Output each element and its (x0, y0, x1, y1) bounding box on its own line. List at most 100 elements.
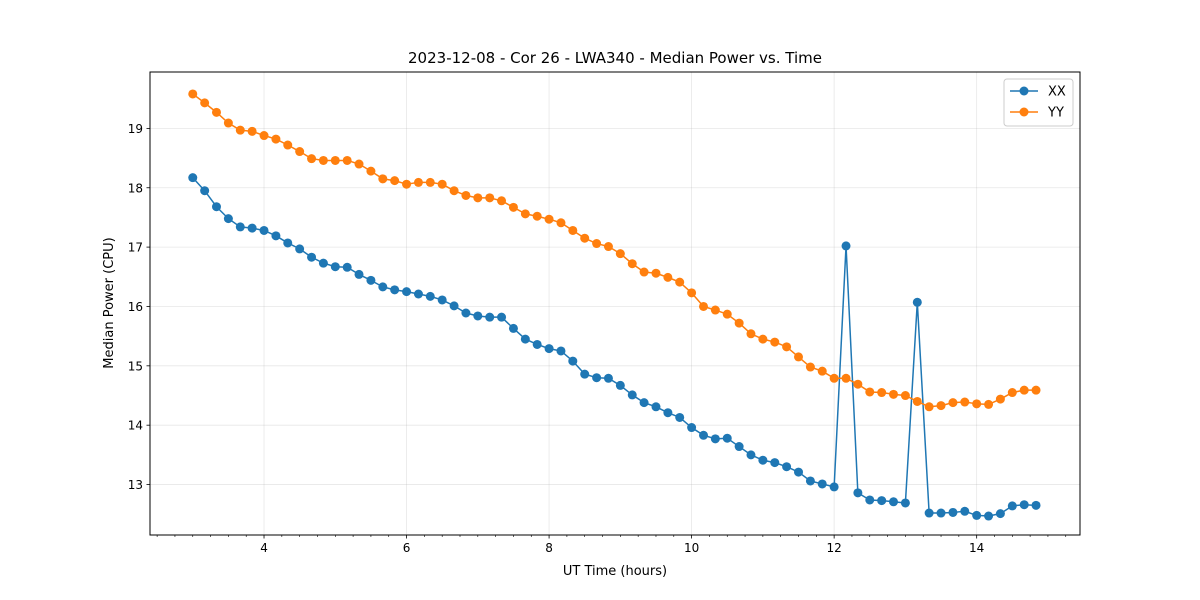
data-point-xx (390, 285, 400, 295)
data-point-xx (948, 507, 958, 517)
data-point-xx (746, 450, 756, 460)
data-point-xx (449, 301, 459, 311)
data-point-yy (390, 176, 400, 186)
data-point-yy (592, 239, 602, 249)
series-xx (188, 173, 1041, 521)
data-point-yy (449, 186, 459, 196)
data-point-yy (889, 389, 898, 399)
data-point-yy (603, 242, 613, 252)
y-tick-label: 19 (128, 122, 143, 136)
data-point-yy (948, 398, 958, 408)
data-point-xx (699, 430, 709, 440)
data-point-yy (295, 147, 305, 157)
data-point-xx (211, 202, 221, 212)
data-point-yy (615, 249, 625, 259)
data-point-xx (1031, 500, 1041, 510)
data-point-yy (437, 179, 447, 189)
data-point-yy (924, 402, 934, 412)
data-point-yy (675, 277, 685, 287)
data-point-xx (283, 238, 293, 248)
data-point-xx (1007, 501, 1017, 511)
y-tick-label: 15 (128, 359, 143, 373)
legend-item-yy: YY (1010, 106, 1064, 121)
data-point-xx (413, 289, 423, 299)
data-point-xx (295, 244, 305, 254)
data-point-xx (794, 467, 804, 477)
data-point-xx (865, 495, 875, 505)
data-point-xx (342, 262, 352, 272)
data-point-xx (580, 369, 590, 379)
data-point-yy (259, 131, 269, 141)
legend-label: XX (1048, 85, 1066, 100)
plot-frame (149, 71, 1081, 536)
data-point-yy (461, 190, 471, 200)
data-point-yy (223, 118, 233, 128)
data-point-yy (817, 366, 827, 376)
chart-title: 2023-12-08 - Cor 26 - LWA340 - Median Po… (408, 49, 822, 67)
data-point-yy (200, 98, 210, 108)
data-point-xx (497, 312, 507, 322)
data-point-yy (663, 272, 673, 282)
data-point-yy (1031, 385, 1041, 395)
data-point-yy (366, 166, 376, 176)
x-axis: 4 6 8 10 12 14 (156, 535, 1067, 555)
data-point-yy (651, 268, 661, 278)
data-point-xx (853, 488, 863, 498)
data-point-xx (912, 297, 922, 307)
data-point-yy (580, 233, 590, 243)
data-point-xx (936, 508, 946, 518)
data-point-yy (936, 401, 946, 411)
data-point-xx (1019, 500, 1029, 510)
y-axis-label: Median Power (CPU) (102, 237, 117, 368)
data-point-xx (675, 412, 685, 422)
data-point-xx (817, 479, 827, 489)
y-tick-label: 16 (128, 300, 143, 314)
data-point-xx (318, 258, 328, 268)
legend-marker (1019, 86, 1029, 96)
data-point-yy (485, 193, 495, 203)
data-point-xx (437, 295, 447, 305)
data-point-xx (805, 476, 815, 486)
data-point-xx (473, 311, 483, 321)
data-point-xx (770, 458, 780, 468)
data-point-yy (639, 267, 649, 277)
data-point-xx (378, 282, 388, 292)
data-point-yy (770, 337, 780, 347)
data-point-xx (722, 433, 732, 443)
data-point-yy (972, 399, 982, 409)
data-point-yy (722, 309, 732, 319)
data-point-yy (960, 397, 970, 407)
x-tick-label: 8 (545, 541, 553, 555)
data-point-yy (402, 179, 412, 189)
series-yy (188, 89, 1041, 412)
data-point-yy (782, 342, 792, 352)
data-point-yy (699, 301, 709, 311)
x-axis-label: UT Time (hours) (563, 564, 667, 579)
x-tick-label: 10 (684, 541, 699, 555)
data-point-yy (425, 177, 435, 187)
y-axis: 13 14 15 16 17 18 19 (128, 122, 150, 492)
data-point-xx (532, 339, 542, 349)
x-tick-label: 14 (969, 541, 984, 555)
data-point-yy (354, 159, 364, 169)
data-point-xx (924, 508, 934, 518)
data-point-xx (758, 455, 768, 465)
data-point-yy (912, 396, 922, 406)
data-point-yy (508, 202, 518, 212)
data-point-xx (366, 275, 376, 285)
data-point-xx (271, 231, 281, 241)
data-point-xx (544, 344, 554, 354)
data-point-xx (188, 173, 198, 183)
data-point-xx (307, 252, 317, 262)
data-point-xx (556, 346, 566, 356)
grid (150, 72, 1080, 535)
data-point-xx (247, 223, 257, 233)
y-tick-label: 18 (128, 181, 143, 195)
legend-item-xx: XX (1010, 85, 1066, 100)
data-point-yy (342, 155, 352, 165)
data-point-xx (461, 308, 471, 318)
data-point-xx (402, 287, 412, 297)
data-point-xx (425, 291, 435, 301)
data-point-yy (307, 154, 317, 164)
